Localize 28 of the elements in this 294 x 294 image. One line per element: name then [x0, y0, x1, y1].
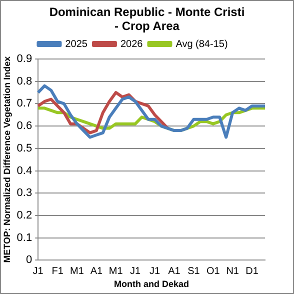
y-tick-label: 0.2	[16, 210, 32, 222]
x-tick-label: D1	[246, 266, 259, 277]
y-tick-label: 0.8	[16, 75, 32, 88]
x-tick-label: S1	[188, 266, 200, 277]
legend-label: Avg (84-15)	[176, 38, 228, 50]
y-tick-label: 0.4	[16, 164, 32, 177]
x-tick-label: A1	[168, 266, 181, 277]
x-tick-label: M1	[108, 266, 124, 277]
x-tick-label: J1	[150, 266, 161, 277]
y-tick-label: 0	[26, 254, 32, 266]
y-tick-label: 0.1	[16, 232, 32, 244]
x-tick-label: N1	[226, 266, 240, 277]
y-tick-label: 0.3	[16, 187, 32, 200]
y-tick-label: 0.6	[16, 120, 32, 132]
legend-label: 2026	[120, 38, 144, 50]
x-tick-label: J1	[32, 266, 44, 277]
x-tick-label: J1	[130, 266, 142, 277]
x-axis-title: Month and Dekad	[114, 279, 190, 290]
x-tick-label: M1	[70, 266, 84, 277]
legend-label: 2025	[65, 38, 88, 50]
x-tick-label: F1	[52, 266, 64, 277]
x-tick-label: A1	[90, 266, 103, 277]
y-axis-title: METOP: Normalized Difference Vegetation Index	[2, 56, 12, 263]
x-tick-label: O1	[206, 266, 220, 277]
chart-title: Dominican Republic - Monte Cristi - Crop Area	[48, 5, 246, 33]
y-tick-label: 0.7	[16, 98, 32, 110]
y-tick-label: 0.5	[16, 142, 32, 154]
y-tick-label: 0.9	[16, 53, 32, 66]
